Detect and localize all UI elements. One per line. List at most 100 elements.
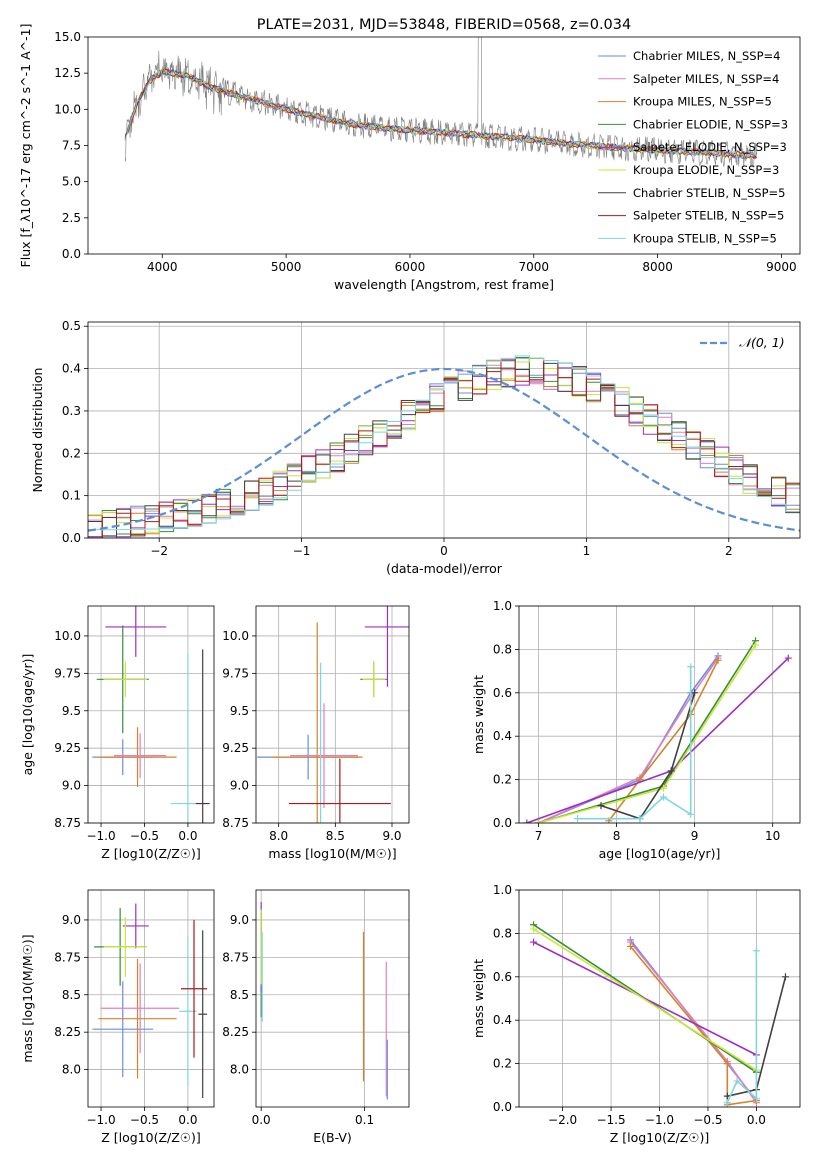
x-tick-label: 0: [440, 544, 448, 558]
x-tick-label: 0.1: [355, 1113, 374, 1127]
y-tick-label: 8.0: [230, 1063, 249, 1077]
y-axis-label: age [log10(age/yr)]: [20, 654, 35, 776]
model-line: [124, 68, 758, 160]
x-tick-label: 8.0: [269, 829, 288, 843]
axes-frame: [518, 889, 801, 1108]
y-tick-label: 0.2: [493, 1057, 512, 1071]
observed-spectrum: [124, 37, 757, 168]
weight-marker: [530, 925, 538, 933]
y-tick-label: 8.25: [222, 1025, 249, 1039]
y-axis-label: mass weight: [471, 675, 486, 754]
y-tick-label: 1.0: [493, 883, 512, 897]
weight-marker: [636, 815, 644, 823]
y-axis-label: mass weight: [471, 959, 486, 1038]
x-tick-label: 0.0: [747, 1113, 766, 1127]
x-axis-label: (data-model)/error: [386, 561, 503, 576]
x-tick-label: 10: [765, 829, 780, 843]
x-axis-label: mass [log10(M/M☉)]: [268, 846, 396, 861]
y-tick-label: 0.4: [493, 729, 512, 743]
weight-marker: [714, 656, 722, 664]
x-tick-label: 8.5: [326, 829, 345, 843]
y-tick-label: 0.5: [62, 319, 81, 333]
y-tick-label: 9.75: [54, 666, 81, 680]
x-tick-label: 2: [725, 544, 733, 558]
axes-frame: [255, 605, 410, 824]
axes-frame: [87, 605, 215, 824]
legend-label: 𝒩(0, 1): [739, 335, 785, 350]
y-tick-label: 0.0: [62, 247, 81, 261]
x-tick-label: 9000: [766, 260, 797, 274]
model-line: [124, 69, 758, 159]
y-tick-label: 9.25: [54, 741, 81, 755]
y-tick-label: 8.5: [230, 988, 249, 1002]
weight-marker: [723, 1060, 731, 1068]
y-tick-label: 7.5: [62, 139, 81, 153]
plot-content: [124, 37, 758, 168]
y-tick-label: 1.0: [493, 599, 512, 613]
y-tick-label: 0.8: [493, 926, 512, 940]
x-tick-label: −2.0: [548, 1113, 577, 1127]
y-tick-label: 8.75: [222, 816, 249, 830]
y-axis-label: Flux [f_λ10^-17 erg cm^-2 s^-1 A^-1]: [18, 24, 33, 268]
plot-area: [256, 606, 409, 823]
y-tick-label: 8.75: [222, 950, 249, 964]
plot-area: [88, 606, 214, 823]
x-tick-label: 9.0: [382, 829, 401, 843]
legend-label: Chabrier STELIB, N_SSP=5: [633, 186, 785, 200]
x-tick-label: 9: [691, 829, 699, 843]
x-tick-label: −2: [150, 544, 168, 558]
panel-age_vs_mass: 8.0 8.5 9.0 8.75 9.0 9.25 9.5 9.75 10.0 mass [log…: [222, 605, 410, 861]
weight-marker: [523, 819, 531, 823]
plot-area: [88, 890, 214, 1107]
legend-label: Salpeter ELODIE, N_SSP=3: [633, 140, 787, 154]
x-tick-label: −1.0: [86, 1113, 115, 1127]
y-tick-label: 0.0: [62, 531, 81, 545]
axes-frame: [87, 321, 801, 539]
weight-marker: [659, 784, 667, 792]
weight-line: [533, 928, 757, 1071]
y-tick-label: 5.0: [62, 175, 81, 189]
x-tick-label: 0.0: [252, 1113, 271, 1127]
weight-line: [629, 945, 757, 1106]
y-tick-label: 8.5: [62, 988, 81, 1002]
y-tick-label: 8.0: [62, 1063, 81, 1077]
x-tick-label: 8: [613, 829, 621, 843]
y-tick-label: 10.0: [54, 102, 81, 116]
x-axis-label: Z [log10(Z/Z☉)]: [101, 846, 201, 861]
weight-marker: [626, 942, 634, 950]
weight-marker: [535, 819, 543, 823]
panel-weight_vs_age: 7 8 9 10 0.0 0.2 0.4 0.6 0.8 1.0 age [log10(age/yr…: [471, 599, 801, 861]
y-tick-label: 9.25: [222, 741, 249, 755]
x-tick-label: 7: [535, 829, 543, 843]
y-tick-label: 0.4: [493, 1013, 512, 1027]
legend: Chabrier MILES, N_SSP=4 Salpeter MILES, N…: [598, 49, 788, 245]
x-tick-label: 6000: [395, 260, 426, 274]
plot-content: [257, 606, 409, 823]
y-tick-label: 8.25: [54, 1025, 81, 1039]
y-tick-label: 9.0: [230, 779, 249, 793]
weight-marker: [752, 947, 760, 955]
legend-label: Kroupa ELODIE, N_SSP=3: [633, 163, 779, 177]
weight-marker: [530, 938, 538, 946]
panel-age_vs_Z: −1.0 −0.5 0.0 8.75 9.0 9.25 9.5 9.75 10.0 Z [log1…: [20, 605, 215, 861]
y-tick-label: 15.0: [54, 30, 81, 44]
plot-area: [256, 890, 409, 1107]
axes-frame: [255, 889, 410, 1108]
y-tick-label: 0.1: [62, 489, 81, 503]
y-tick-label: 9.5: [230, 704, 249, 718]
y-tick-label: 0.6: [493, 686, 512, 700]
y-tick-label: 9.0: [230, 913, 249, 927]
x-tick-label: 0.0: [178, 829, 197, 843]
x-tick-label: 0.0: [178, 1113, 197, 1127]
weight-marker: [667, 767, 675, 775]
legend-label: Chabrier MILES, N_SSP=4: [633, 49, 780, 63]
plot-content: [88, 355, 800, 538]
y-tick-label: 2.5: [62, 211, 81, 225]
x-tick-label: −1.5: [596, 1113, 625, 1127]
y-tick-label: 9.75: [222, 666, 249, 680]
y-tick-label: 0.3: [62, 404, 81, 418]
axes-frame: [518, 605, 801, 824]
x-tick-label: −1: [293, 544, 311, 558]
x-tick-label: 7000: [519, 260, 550, 274]
x-tick-label: 4000: [147, 260, 178, 274]
